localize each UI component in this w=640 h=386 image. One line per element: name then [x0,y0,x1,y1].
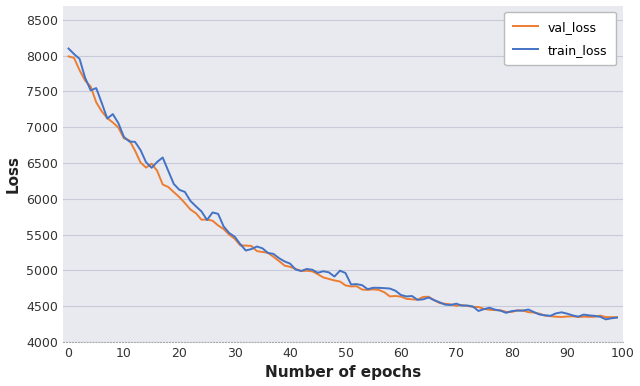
val_loss [65,54,72,59]
Legend: val_loss, train_loss: val_loss, train_loss [504,12,616,65]
val_loss [192,211,200,215]
train_loss [569,313,577,318]
train_loss [65,46,72,51]
val_loss [613,315,621,320]
train_loss [170,181,178,186]
Line: val_loss: val_loss [68,56,617,317]
X-axis label: Number of epochs: Number of epochs [264,366,421,381]
Line: train_loss: train_loss [68,49,617,319]
val_loss [392,294,399,298]
train_loss [392,288,399,293]
train_loss [613,315,621,320]
val_loss [586,315,593,319]
val_loss [569,314,577,318]
val_loss [170,190,178,195]
train_loss [348,282,355,287]
train_loss [602,317,610,322]
val_loss [348,284,355,289]
train_loss [192,204,200,209]
train_loss [586,313,593,318]
Y-axis label: Loss: Loss [6,155,20,193]
